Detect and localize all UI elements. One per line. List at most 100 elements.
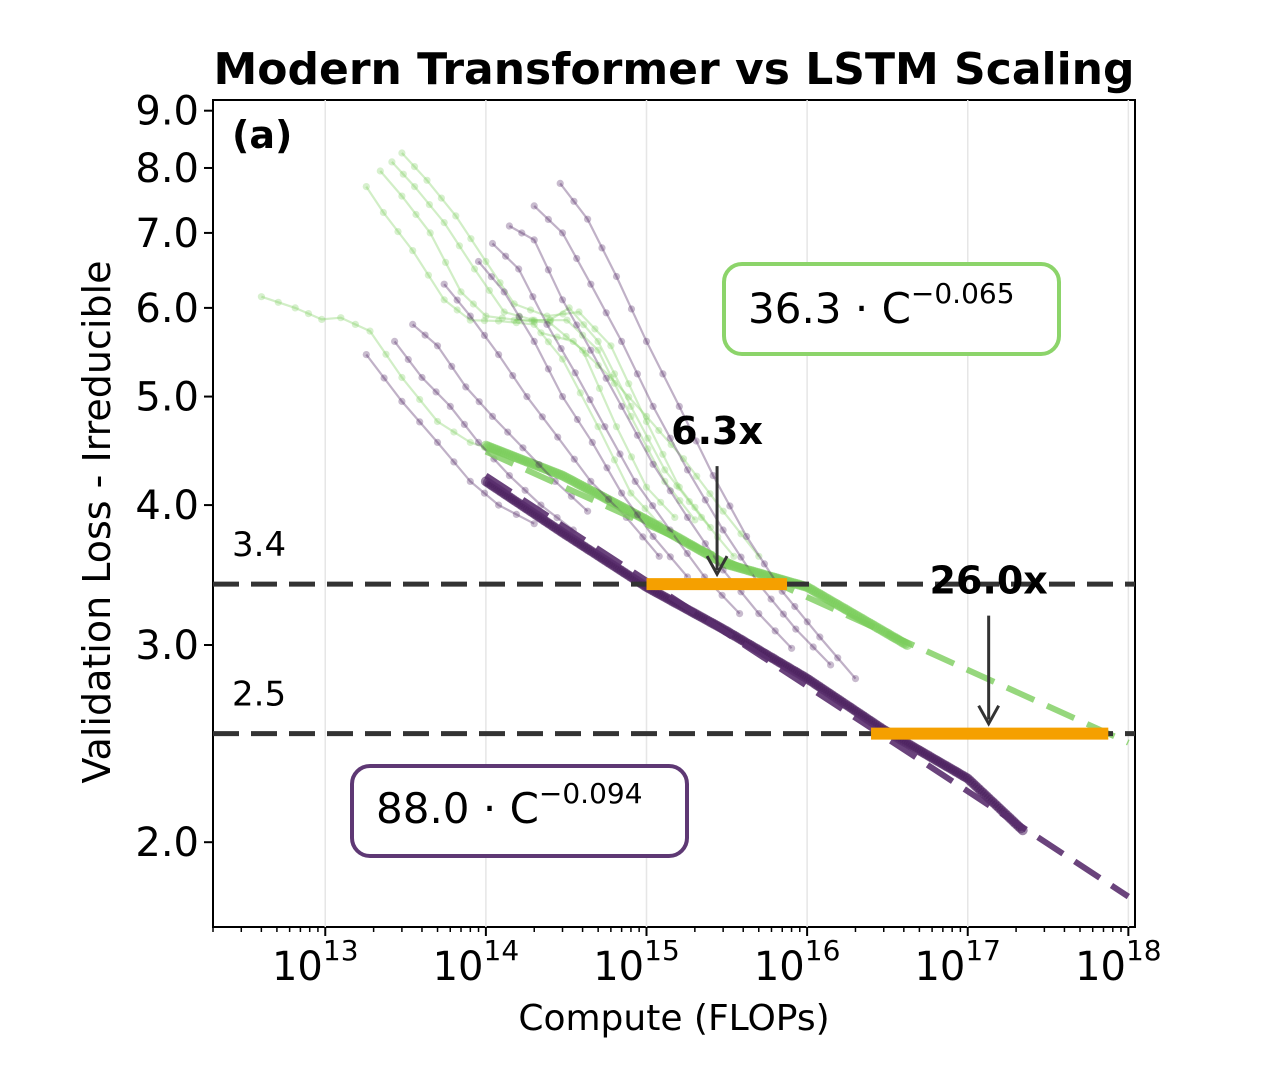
run-point xyxy=(469,300,477,308)
run-line xyxy=(508,225,793,650)
run-point xyxy=(535,461,543,469)
run-point xyxy=(467,235,475,243)
run-point xyxy=(788,644,796,652)
run-point xyxy=(437,194,445,202)
run-point xyxy=(495,351,503,359)
panel-label: (a) xyxy=(232,113,292,157)
run-point xyxy=(692,437,700,445)
run-point xyxy=(425,201,433,209)
run-lstm-0 xyxy=(257,293,503,456)
run-point xyxy=(667,441,675,449)
run-line xyxy=(491,242,741,615)
run-point xyxy=(671,513,679,522)
run-point xyxy=(495,501,503,509)
run-point xyxy=(410,163,419,171)
run-point xyxy=(594,337,602,345)
run-point xyxy=(573,321,581,329)
run-point xyxy=(480,317,489,325)
axes: 1013 1014 1015 1016 1017 10189.08.07.06.05.04… xyxy=(135,89,1161,990)
run-point xyxy=(546,316,554,324)
run-point xyxy=(612,272,621,281)
run-point xyxy=(642,483,651,491)
run-point xyxy=(591,325,599,333)
run-point xyxy=(598,244,606,252)
run-point xyxy=(558,393,567,401)
run-point xyxy=(697,513,706,522)
run-point xyxy=(412,210,420,219)
threshold-lines: 3.4 2.5 xyxy=(213,525,1135,737)
x-tick-exponent: 13 xyxy=(323,934,359,967)
run-point xyxy=(676,497,684,505)
x-tick-base: 10 xyxy=(593,944,644,990)
run-point xyxy=(543,320,551,328)
run-point xyxy=(382,350,390,358)
run-line xyxy=(391,161,696,521)
run-line xyxy=(559,182,857,680)
run-point xyxy=(488,412,497,420)
run-point xyxy=(618,402,626,410)
transformer-fit-exponent: −0.094 xyxy=(539,777,643,810)
run-point xyxy=(659,370,667,378)
y-tick-label-7: 2.0 xyxy=(135,820,199,866)
lstm-fit-box xyxy=(722,262,1061,356)
run-point xyxy=(661,477,669,485)
run-point xyxy=(376,167,384,175)
lstm-fit-main: 36.3 · C xyxy=(748,284,911,333)
run-point xyxy=(627,412,635,420)
run-point xyxy=(530,316,538,324)
run-point xyxy=(509,372,517,380)
run-point xyxy=(779,610,788,618)
run-point xyxy=(602,374,610,382)
run-line xyxy=(540,331,760,557)
run-point xyxy=(398,192,406,200)
run-point xyxy=(505,222,513,230)
run-point xyxy=(482,312,490,320)
run-point xyxy=(755,552,763,560)
plot-frame xyxy=(212,99,1136,928)
run-point xyxy=(755,610,763,618)
run-point xyxy=(834,654,842,662)
run-point xyxy=(366,327,374,335)
run-point xyxy=(440,219,448,227)
run-point xyxy=(440,280,448,288)
run-point xyxy=(521,486,529,494)
run-point xyxy=(530,202,538,210)
run-point xyxy=(771,627,779,635)
x-axis-label: Compute (FLOPs) xyxy=(518,998,829,1039)
run-transformer-7 xyxy=(530,202,835,669)
run-point xyxy=(584,507,592,515)
run-point xyxy=(553,333,561,341)
run-point xyxy=(719,507,727,515)
run-point xyxy=(610,379,619,387)
run-point xyxy=(580,321,588,329)
run-point xyxy=(642,412,651,420)
run-point xyxy=(411,183,419,191)
run-point xyxy=(416,395,424,404)
run-point xyxy=(409,247,417,255)
run-point xyxy=(809,643,817,651)
run-line xyxy=(533,205,832,666)
run-point xyxy=(605,495,613,503)
run-point xyxy=(530,317,538,326)
run-point xyxy=(394,228,402,236)
run-point xyxy=(466,438,474,446)
run-point xyxy=(398,397,406,405)
transformer-fit-label-box: 88.0 · C−0.094 xyxy=(350,764,689,858)
run-point xyxy=(362,351,370,359)
x-tick-base: 10 xyxy=(272,944,323,990)
run-point xyxy=(792,625,800,633)
run-point xyxy=(575,308,583,316)
run-point xyxy=(488,239,497,248)
run-point xyxy=(649,402,657,410)
run-point xyxy=(529,293,537,301)
run-point xyxy=(644,434,652,442)
run-point xyxy=(538,413,546,421)
run-point xyxy=(440,296,448,304)
run-point xyxy=(618,337,626,345)
run-point xyxy=(586,396,594,404)
run-point xyxy=(701,540,709,548)
run-point xyxy=(544,365,553,373)
x-tick-label-2: 1015 xyxy=(593,934,680,990)
run-point xyxy=(512,510,521,518)
run-point xyxy=(518,229,526,237)
